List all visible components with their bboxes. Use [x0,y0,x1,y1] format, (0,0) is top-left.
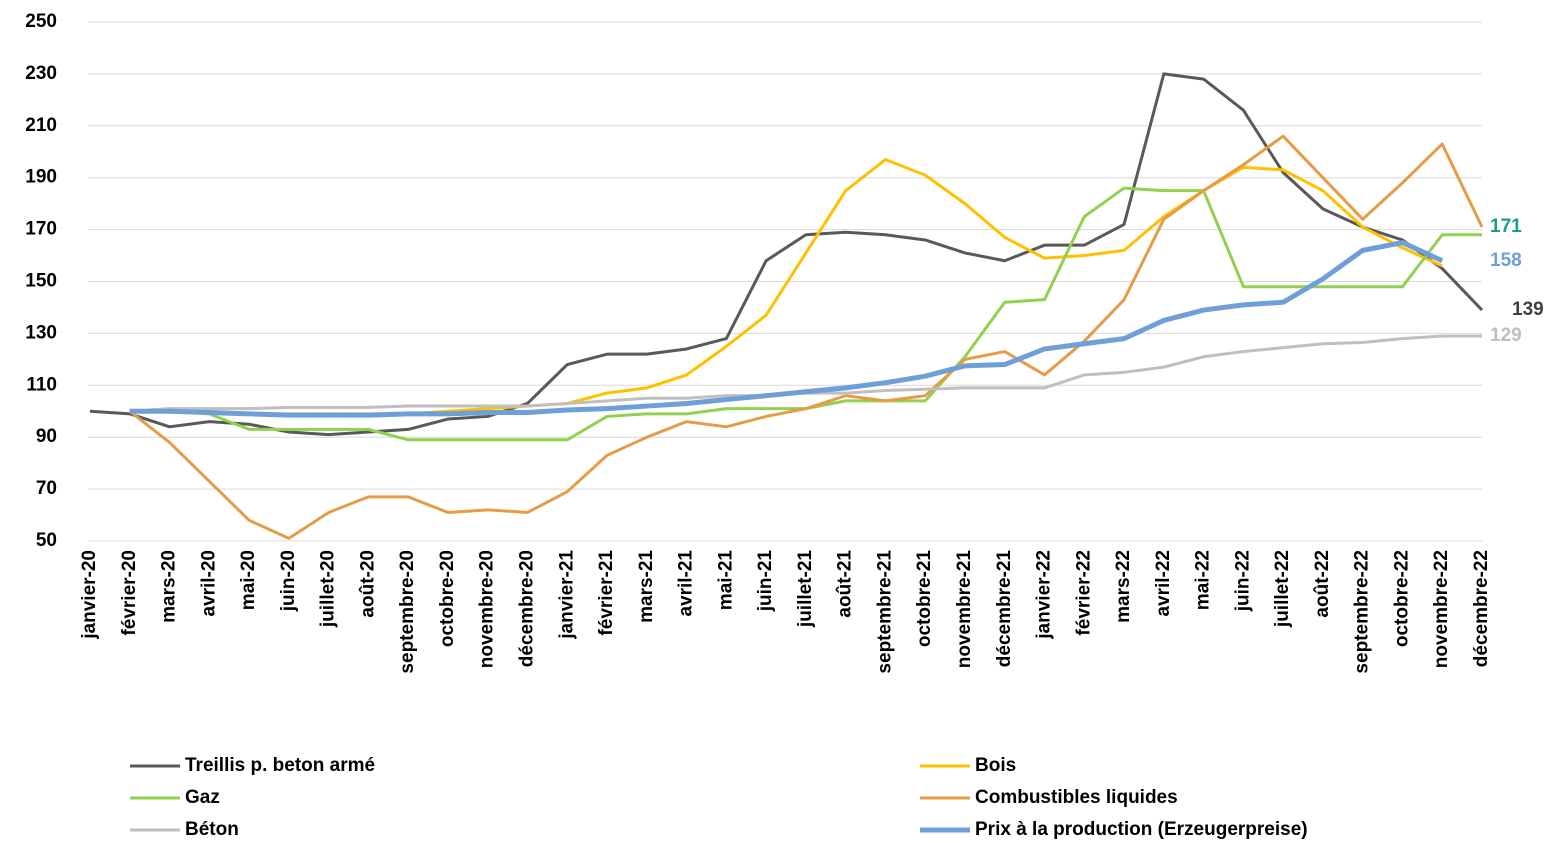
x-tick-label: mai-21 [715,550,736,611]
legend-label: Bois [975,755,1016,776]
legend-label: Combustibles liquides [975,787,1178,808]
y-tick-label: 130 [25,322,57,343]
x-tick-label: septembre-22 [1352,550,1373,674]
end-label: 158 [1490,250,1522,271]
x-tick-label: avril-21 [676,550,697,617]
series-line [129,240,1444,418]
x-tick-label: juin-21 [755,550,776,613]
y-tick-label: 70 [36,478,57,499]
x-tick-label: mai-20 [238,550,259,610]
y-tick-label: 90 [36,426,57,447]
end-label: 129 [1490,325,1522,346]
legend-label: Béton [185,819,239,840]
y-tick-label: 50 [36,530,57,551]
y-tick-label: 190 [25,167,57,188]
y-tick-label: 250 [25,11,57,32]
end-label: 171 [1490,216,1522,237]
x-tick-label: janvier-22 [1034,550,1055,640]
x-tick-label: novembre-20 [477,550,498,668]
x-tick-label: février-22 [1073,550,1094,636]
x-tick-label: juillet-20 [318,550,339,628]
legend-label: Treillis p. beton armé [185,755,375,776]
y-tick-label: 110 [26,374,57,395]
x-tick-label: mars-22 [1113,550,1134,623]
x-tick-label: février-20 [119,550,140,636]
x-tick-label: janvier-20 [79,550,100,640]
x-tick-label: octobre-20 [437,550,458,647]
x-tick-label: mars-21 [636,550,657,623]
series-line [129,186,1482,442]
x-tick-label: novembre-22 [1431,550,1452,668]
x-tick-label: novembre-21 [954,550,975,669]
x-tick-label: mars-20 [159,550,180,623]
x-tick-label: octobre-21 [914,550,935,648]
y-tick-label: 210 [25,115,57,136]
x-tick-label: avril-20 [198,550,219,617]
y-tick-label: 170 [25,219,57,240]
y-tick-label: 230 [25,63,57,84]
x-tick-label: octobre-22 [1391,550,1412,647]
legend-label: Prix à la production (Erzeugerpreise) [975,819,1308,840]
x-tick-label: février-21 [596,550,617,636]
x-tick-label: avril-22 [1153,550,1174,617]
x-tick-label: janvier-21 [556,550,577,640]
x-tick-label: juillet-21 [795,550,816,629]
x-tick-label: août-20 [357,550,378,618]
x-tick-label: septembre-21 [874,550,895,674]
x-tick-label: décembre-21 [994,550,1015,668]
x-tick-label: août-22 [1312,550,1333,618]
x-tick-label: mai-22 [1193,550,1214,610]
y-tick-label: 150 [25,271,57,292]
series-line [129,334,1482,413]
end-label: 139 [1512,299,1544,320]
series-line [89,72,1484,437]
x-tick-label: septembre-20 [397,550,418,674]
legend-label: Gaz [185,787,220,808]
series-line [128,134,1484,540]
x-tick-label: juin-20 [278,550,299,612]
x-tick-label: décembre-22 [1471,550,1492,667]
x-tick-label: décembre-20 [517,550,538,667]
x-tick-label: juillet-22 [1272,550,1293,628]
x-tick-label: juin-22 [1232,550,1253,612]
x-tick-label: août-21 [835,550,856,618]
